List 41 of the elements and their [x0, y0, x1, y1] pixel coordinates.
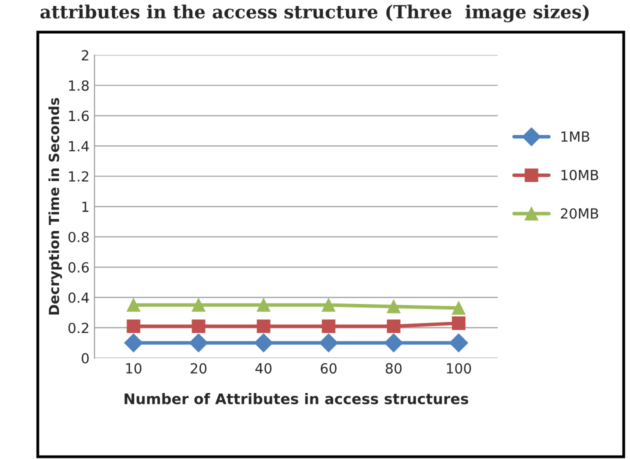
point	[386, 319, 400, 333]
x-axis-title: Number of Attributes in access structures	[124, 392, 468, 404]
point	[449, 334, 468, 352]
x-tick-label: 10	[126, 363, 142, 374]
y-tick-label: 1.4	[69, 141, 89, 152]
y-tick-label: 0	[82, 352, 89, 364]
point	[126, 319, 140, 333]
point	[192, 319, 206, 333]
point	[126, 298, 140, 312]
point	[256, 319, 270, 333]
y-tick-label: 1.6	[69, 110, 89, 122]
chart-title: attributes in the access structure (Three image sizes)	[40, 4, 589, 22]
y-tick-label: 0.6	[68, 262, 89, 273]
legend-label: 10MB	[561, 170, 598, 180]
y-tick-label: 0.2	[68, 322, 88, 334]
point	[124, 334, 143, 352]
x-tick-label: 60	[320, 363, 337, 374]
point	[319, 334, 338, 352]
x-tick-label: 40	[255, 363, 272, 374]
point	[322, 319, 336, 333]
y-tick-label: 0.8	[68, 232, 89, 242]
x-tick-label: 100	[446, 363, 472, 374]
legend-label: 1MB	[561, 132, 590, 142]
y-tick-label: 2	[82, 50, 88, 60]
legend-label: 20MB	[560, 208, 598, 219]
point	[322, 298, 336, 312]
x-tick-label: 20	[190, 363, 206, 374]
y-tick-label: 1.8	[69, 80, 89, 91]
point	[254, 334, 273, 352]
point	[189, 334, 208, 352]
y-tick-label: 1.2	[69, 171, 88, 182]
point	[386, 300, 400, 314]
point	[192, 298, 206, 312]
y-tick-label: 1	[82, 202, 88, 212]
x-tick-label: 80	[386, 363, 402, 374]
point	[256, 298, 270, 312]
point	[452, 301, 466, 315]
point	[384, 334, 404, 352]
y-axis-title: Decryption Time in Seconds	[48, 98, 62, 314]
point	[452, 316, 466, 330]
y-tick-label: 0.4	[68, 292, 89, 303]
